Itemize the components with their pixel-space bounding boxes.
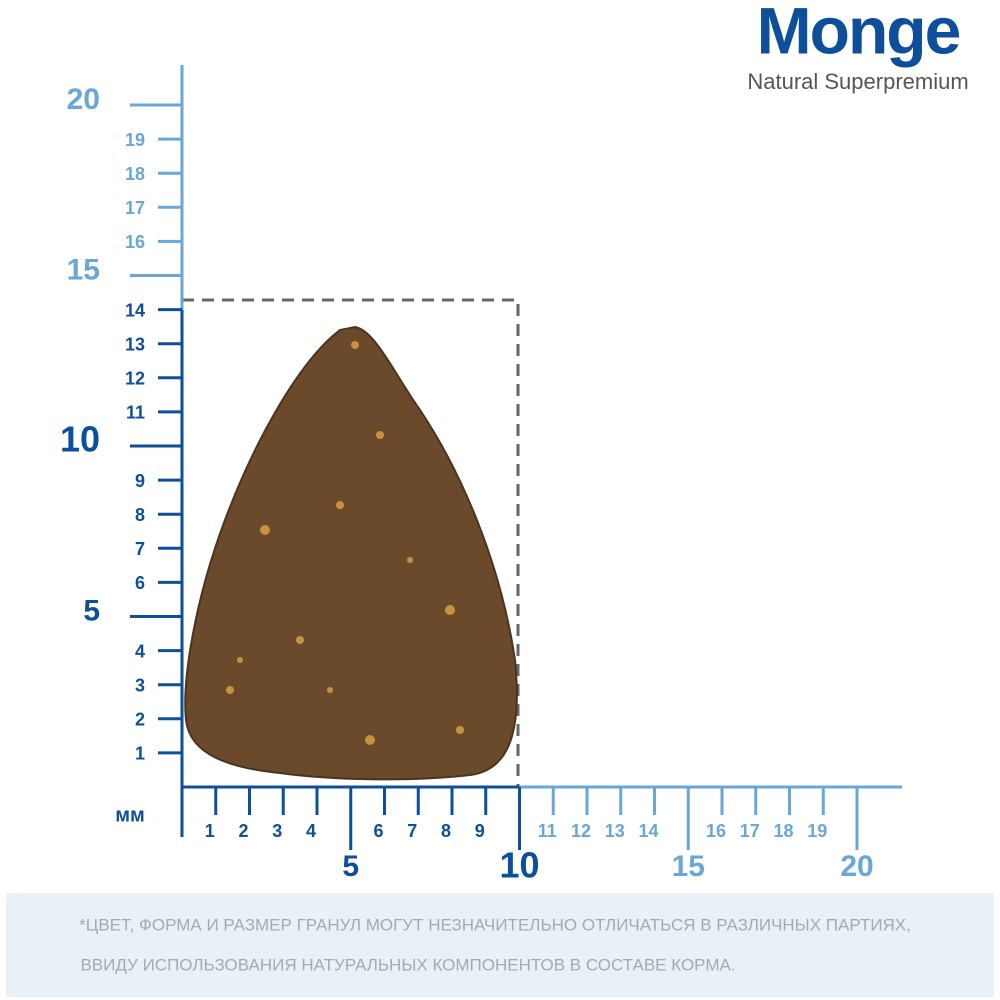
- x-tick-label: 16: [706, 821, 726, 841]
- x-tick-label: 14: [638, 821, 658, 841]
- unit-label: мм: [115, 804, 145, 826]
- y-tick-label: 8: [135, 505, 145, 525]
- x-tick-label: 12: [571, 821, 591, 841]
- x-tick-label: 4: [306, 821, 316, 841]
- logo-tagline: Natural Superpremium: [747, 69, 968, 94]
- y-tick-label: 4: [135, 641, 145, 661]
- x-tick-label: 6: [373, 821, 383, 841]
- y-tick-label: 9: [135, 471, 145, 491]
- y-tick-label: 5: [83, 594, 100, 627]
- size-box: [182, 298, 520, 787]
- kibble-speckles: [226, 341, 464, 745]
- y-tick-label: 12: [125, 369, 145, 389]
- y-tick-label: 19: [125, 130, 145, 150]
- x-tick-label: 11: [538, 821, 557, 841]
- logo-brand: Monge: [757, 0, 960, 67]
- y-tick-label: 17: [125, 198, 145, 218]
- x-tick-label: 1: [205, 821, 215, 841]
- x-tick-label: 19: [807, 821, 827, 841]
- y-tick-label: 11: [126, 403, 145, 423]
- y-tick-label: 1: [135, 744, 145, 764]
- x-tick-label: 7: [407, 821, 417, 841]
- y-tick-label: 13: [125, 334, 145, 354]
- x-tick-label: 9: [475, 821, 485, 841]
- y-tick-label: 6: [135, 573, 145, 593]
- note-line: ВВИДУ ИСПОЛЬЗОВАНИЯ НАТУРАЛЬНЫХ КОМПОНЕН…: [80, 955, 735, 974]
- note-line: *ЦВЕТ, ФОРМА И РАЗМЕР ГРАНУЛ МОГУТ НЕЗНА…: [79, 915, 911, 934]
- y-tick-label: 3: [135, 675, 145, 695]
- y-tick-label: 15: [67, 253, 100, 286]
- note-band: [6, 893, 994, 997]
- kibble: [184, 325, 518, 781]
- x-tick-label: 13: [605, 821, 625, 841]
- y-tick-label: 2: [135, 710, 145, 730]
- x-tick-label: 20: [840, 850, 873, 883]
- x-tick-label: 2: [238, 821, 248, 841]
- x-tick-label: 15: [672, 850, 705, 883]
- x-tick-label: 3: [272, 821, 282, 841]
- x-tick-label: 18: [773, 821, 793, 841]
- x-tick-label: 10: [499, 845, 539, 886]
- y-tick-label: 7: [135, 539, 145, 559]
- x-tick-label: 17: [740, 821, 760, 841]
- y-tick-label: 16: [125, 232, 145, 252]
- x-tick-label: 8: [441, 821, 451, 841]
- x-tick-label: 5: [342, 850, 359, 883]
- y-tick-label: 10: [60, 419, 100, 460]
- y-tick-label: 20: [67, 83, 100, 116]
- y-tick-label: 18: [125, 164, 145, 184]
- y-tick-label: 14: [125, 300, 145, 320]
